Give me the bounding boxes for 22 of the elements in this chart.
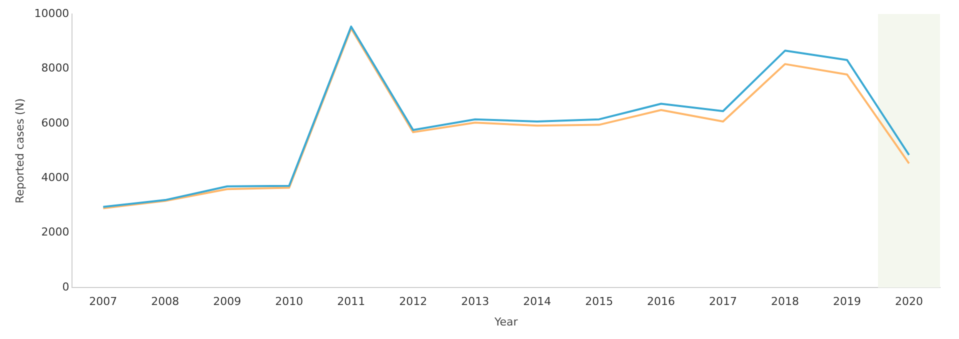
y-tick-label: 10000 (34, 6, 70, 20)
x-tick-label: 2013 (461, 295, 490, 308)
x-tick-label: 2017 (709, 295, 738, 308)
y-axis-title: Reported cases (N) (13, 98, 26, 204)
x-tick-label: 2010 (275, 295, 304, 308)
x-tick-label: 2014 (523, 295, 552, 308)
x-tick-label: 2016 (647, 295, 676, 308)
x-axis-title: Year (493, 315, 518, 328)
x-tick-label: 2009 (213, 295, 242, 308)
x-tick-label: 2018 (771, 295, 800, 308)
y-tick-label: 6000 (41, 116, 70, 130)
y-tick-label: 2000 (41, 226, 70, 239)
x-tick-label: 2012 (399, 295, 428, 308)
y-tick-label: 8000 (41, 62, 70, 75)
x-tick-label: 2011 (337, 295, 366, 308)
x-tick-label: 2019 (833, 295, 862, 308)
y-tick-label: 4000 (41, 171, 70, 184)
y-tick-label: 0 (62, 280, 70, 294)
x-tick-label: 2015 (585, 295, 614, 308)
x-tick-label: 2008 (151, 295, 180, 308)
x-tick-label: 2007 (89, 295, 118, 308)
x-tick-label: 2020 (895, 295, 924, 308)
